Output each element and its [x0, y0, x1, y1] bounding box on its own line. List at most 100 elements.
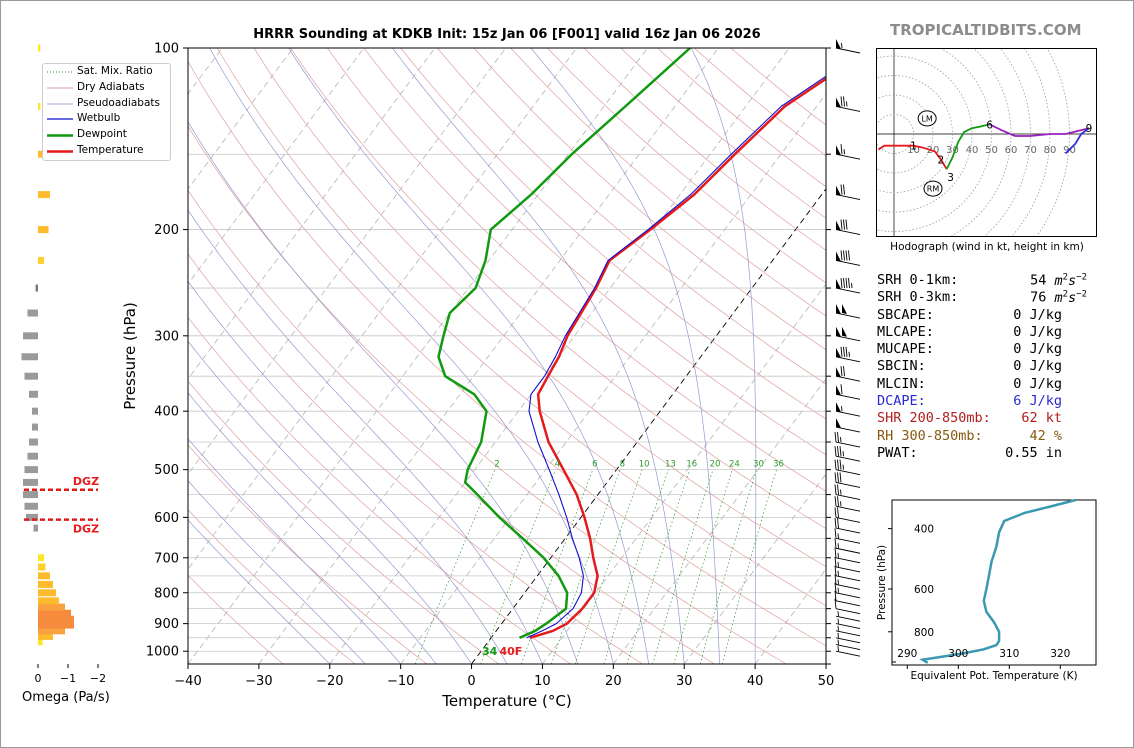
parameter-value: 54 m2s−2 — [1030, 272, 1087, 289]
hodo-ring — [876, 55, 973, 213]
hodo-ring-label: 70 — [1024, 145, 1037, 156]
pseudo-adiabat — [690, 48, 757, 664]
hodo-segment — [1064, 127, 1090, 155]
isotherm — [542, 283, 826, 664]
y-tick-label: 700 — [154, 551, 179, 566]
y-tick-label: 800 — [154, 586, 179, 601]
omega-bar — [38, 603, 65, 611]
hodo-height-label: 3 — [947, 172, 954, 184]
wind-barb — [835, 384, 861, 400]
pseudo-adiabat — [188, 519, 331, 664]
mixing-ratio-label: 8 — [620, 460, 625, 470]
hodo-ring — [950, 48, 1012, 236]
omega-bar — [38, 102, 41, 110]
pseudo-adiabat — [188, 480, 366, 664]
y-tick-label: 900 — [154, 617, 179, 632]
hodo-ring — [1036, 48, 1070, 236]
x-tick-label: −30 — [245, 674, 272, 689]
theta-e-border — [891, 499, 1097, 666]
wind-barb — [835, 418, 861, 433]
parameter-value: 6 J/kg — [1013, 393, 1062, 410]
mixing-ratio-label: 10 — [639, 460, 650, 470]
hodo-segment — [945, 123, 990, 170]
omega-bar — [23, 491, 38, 499]
theta-e-ylabel: Pressure (hPa) — [876, 545, 888, 620]
dry-adiabat — [188, 316, 571, 664]
dry-adiabat — [188, 189, 715, 664]
omega-bar — [33, 524, 38, 532]
omega-bar — [38, 597, 59, 605]
y-tick-label: 1000 — [146, 645, 179, 660]
dry-adiabat — [188, 380, 500, 664]
pseudo-adiabat — [188, 340, 472, 664]
hodo-segment — [877, 144, 948, 170]
legend-item: Dry Adiabats — [43, 80, 170, 96]
omega-bar — [23, 478, 38, 486]
dry-adiabat — [188, 509, 356, 664]
mixing-ratio-line — [521, 469, 594, 664]
skewt-xlabel: Temperature (°C) — [441, 692, 571, 710]
omega-bar — [24, 372, 38, 380]
dry-adiabat — [188, 60, 826, 647]
mixing-ratio-label: 36 — [773, 460, 784, 470]
wind-barb — [834, 590, 861, 607]
wind-barb — [835, 632, 861, 644]
legend-label: Temperature — [77, 143, 144, 156]
hodo-ring — [876, 114, 914, 154]
mixing-ratio-line — [626, 469, 691, 664]
dry-adiabat — [473, 48, 826, 351]
skewt-background-lines — [0, 48, 826, 664]
omega-bar — [24, 466, 38, 474]
omega-bar — [27, 309, 38, 317]
wind-barb — [835, 611, 861, 622]
theta-e-y-tick-label: 400 — [914, 524, 934, 536]
wind-barb — [834, 598, 861, 615]
mixing-ratio-label: 30 — [753, 460, 764, 470]
isotherm — [0, 48, 10, 664]
storm-motion-label: RM — [927, 185, 940, 194]
parameter-label: SHR 200-850mb: — [877, 410, 991, 427]
isotherm — [188, 48, 436, 380]
parameter-value: 0 J/kg — [1013, 358, 1062, 375]
skewt-ylabel: Pressure (hPa) — [121, 302, 139, 410]
skewt-profiles — [437, 48, 826, 639]
isotherm — [188, 48, 294, 190]
omega-bar — [24, 502, 38, 510]
parameter-label: SBCIN: — [877, 358, 926, 375]
series-wetbulb — [526, 75, 826, 639]
wind-barb — [835, 646, 861, 657]
parameter-label: SRH 0-1km: — [877, 272, 959, 288]
theta-e-x-tick-label: 310 — [999, 648, 1019, 660]
pseudo-adiabat — [209, 48, 614, 664]
skewt-legend: Sat. Mix. Ratio Dry Adiabats Pseudoadiab… — [42, 63, 171, 161]
dry-adiabat — [437, 48, 826, 385]
parameter-value: 0 J/kg — [1013, 341, 1062, 358]
wind-barb — [834, 547, 861, 564]
wind-barb — [834, 518, 861, 534]
wind-barb — [835, 618, 861, 630]
omega-tick-label: −2 — [90, 672, 106, 685]
dry-adiabat — [253, 48, 826, 568]
parameter-value: 0 J/kg — [1013, 375, 1062, 392]
pseudo-adiabat — [392, 48, 685, 664]
mixing-ratio-label: 20 — [710, 460, 721, 470]
brand-logo-text: TROPICALTIDBITS.COM — [890, 21, 1082, 39]
wind-barbs — [834, 39, 861, 657]
hodo-ring — [984, 48, 1031, 236]
isotherm — [188, 48, 648, 664]
omega-tick-label: −1 — [60, 672, 76, 685]
surface-temp-label: 40F — [499, 645, 522, 658]
mixing-ratio-line — [550, 469, 621, 664]
x-tick-label: 40 — [747, 674, 764, 689]
parameter-label: SRH 0-3km: — [877, 289, 959, 306]
pseudo-adiabat — [188, 392, 437, 664]
pseudo-adiabat — [188, 209, 543, 664]
dry-adiabat — [188, 574, 284, 664]
parameter-label: MLCAPE: — [877, 323, 934, 340]
hodo-height-label: 9 — [1086, 123, 1093, 135]
parameter-label: SBCAPE: — [877, 306, 934, 323]
dry-adiabat — [188, 253, 643, 664]
wind-barb — [835, 250, 861, 266]
mixing-ratio-line — [652, 469, 714, 664]
